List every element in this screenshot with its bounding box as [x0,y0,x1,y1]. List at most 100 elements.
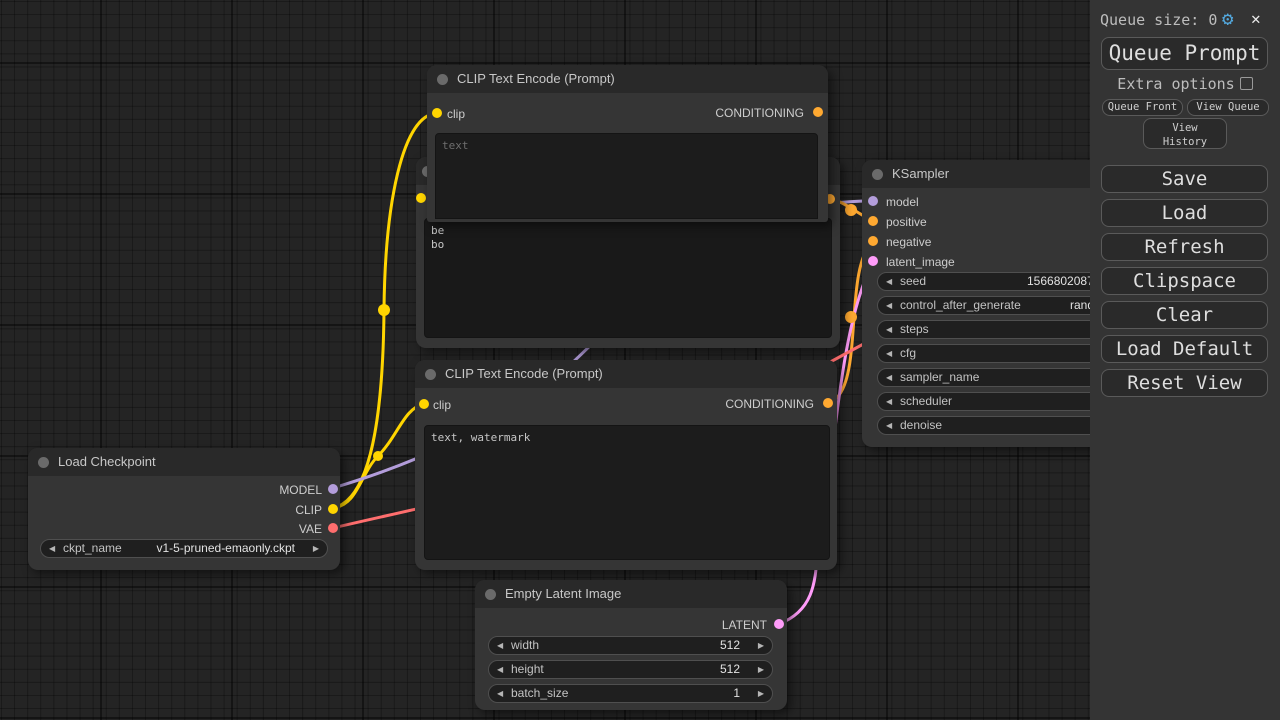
reset-view-button[interactable]: Reset View [1101,369,1268,397]
steps-widget[interactable]: ◀ steps ▶ [877,320,1147,339]
positive-input-label: positive [886,215,927,229]
model-output-port[interactable] [328,484,338,494]
queue-size-label: Queue size: 0 [1100,11,1218,29]
widget-value: 512 [719,662,740,676]
increment-icon[interactable]: ▶ [757,641,764,650]
decrement-icon[interactable]: ◀ [886,301,893,310]
decrement-icon[interactable]: ◀ [886,397,893,406]
widget-label: seed [900,274,927,288]
link-midpoint-dot[interactable] [845,311,857,323]
latent-image-input-label: latent_image [886,255,955,269]
clear-button[interactable]: Clear [1101,301,1268,329]
vae-output-label: VAE [298,522,322,536]
increment-icon[interactable]: ▶ [757,689,764,698]
node-title-bar[interactable]: CLIP Text Encode (Prompt) [427,65,828,93]
increment-icon[interactable]: ▶ [312,544,319,553]
vae-output-port[interactable] [328,523,338,533]
decrement-icon[interactable]: ◀ [49,544,56,553]
link-midpoint-dot[interactable] [378,304,390,316]
latent-output-port[interactable] [774,619,784,629]
node-collapse-dot[interactable] [38,457,49,468]
view-history-button[interactable]: View History [1143,118,1227,149]
negative-input-port[interactable] [868,236,878,246]
node-collapse-dot[interactable] [437,74,448,85]
control-after-generate-widget[interactable]: ◀ control_after_generate randomize ▶ [877,296,1147,315]
queue-front-button[interactable]: Queue Front [1102,99,1183,116]
settings-gear-icon[interactable]: ⚙ [1222,8,1234,30]
widget-value: v1-5-pruned-emaonly.ckpt [156,541,295,555]
node-clip-text-encode-positive[interactable]: CLIP Text Encode (Prompt) clip CONDITION… [427,65,828,222]
width-widget[interactable]: ◀ width 512 ▶ [488,636,773,655]
clip-input-label: clip [447,107,466,121]
model-input-port[interactable] [868,196,878,206]
decrement-icon[interactable]: ◀ [497,689,504,698]
node-load-checkpoint[interactable]: Load Checkpoint MODEL CLIP VAE ◀ ckpt_na… [28,448,340,570]
decrement-icon[interactable]: ◀ [886,373,893,382]
decrement-icon[interactable]: ◀ [886,277,893,286]
clip-output-label: CLIP [295,503,322,517]
clip-input-port[interactable] [432,108,442,118]
positive-input-port[interactable] [868,216,878,226]
widget-value: 1566802087 [1027,274,1094,288]
widget-label: control_after_generate [900,298,1021,312]
link-midpoint-dot[interactable] [373,451,383,461]
denoise-widget[interactable]: ◀ denoise ▶ [877,416,1147,435]
load-default-button[interactable]: Load Default [1101,335,1268,363]
prompt-text-line: bo [431,238,445,251]
close-icon[interactable]: ✕ [1251,9,1261,28]
model-output-label: MODEL [279,483,322,497]
node-collapse-dot[interactable] [425,369,436,380]
batch-size-widget[interactable]: ◀ batch_size 1 ▶ [488,684,773,703]
node-title-bar[interactable]: CLIP Text Encode (Prompt) [415,360,837,388]
widget-label: cfg [900,346,917,360]
widget-value: 1 [733,686,740,700]
node-title-bar[interactable]: Load Checkpoint [28,448,340,476]
clip-input-port[interactable] [416,193,426,203]
save-button[interactable]: Save [1101,165,1268,193]
node-title: Empty Latent Image [505,586,622,601]
node-collapse-dot[interactable] [485,589,496,600]
decrement-icon[interactable]: ◀ [497,641,504,650]
prompt-textarea[interactable]: text [435,133,818,219]
link-midpoint-dot[interactable] [845,204,857,216]
widget-label: sampler_name [900,370,980,384]
increment-icon[interactable]: ▶ [757,665,764,674]
queue-prompt-button[interactable]: Queue Prompt [1101,37,1268,70]
seed-widget[interactable]: ◀ seed 1566802087 ▶ [877,272,1147,291]
extra-options-label: Extra options [1117,75,1235,93]
prompt-textarea[interactable]: text, watermark [424,425,830,560]
clip-input-port[interactable] [419,399,429,409]
prompt-textarea[interactable]: be bo [424,218,832,338]
view-queue-button[interactable]: View Queue [1187,99,1269,116]
extra-options-checkbox[interactable] [1239,77,1253,90]
ckpt-name-widget[interactable]: ◀ ckpt_name v1-5-pruned-emaonly.ckpt ▶ [40,539,328,558]
node-title: KSampler [892,166,950,181]
decrement-icon[interactable]: ◀ [886,325,893,334]
scheduler-widget[interactable]: ◀ scheduler ▶ [877,392,1147,411]
conditioning-output-port[interactable] [823,398,833,408]
node-clip-text-encode-negative[interactable]: CLIP Text Encode (Prompt) clip CONDITION… [415,360,837,570]
height-widget[interactable]: ◀ height 512 ▶ [488,660,773,679]
node-collapse-dot[interactable] [872,169,883,180]
comfy-menu: Queue size: 0 ⚙ ✕ Queue Prompt Extra opt… [1090,0,1280,720]
conditioning-output-port[interactable] [813,107,823,117]
clipspace-button[interactable]: Clipspace [1101,267,1268,295]
latent-image-input-port[interactable] [868,256,878,266]
refresh-button[interactable]: Refresh [1101,233,1268,261]
latent-output-label: LATENT [721,618,767,632]
widget-label: ckpt_name [63,541,122,555]
conditioning-output-port[interactable] [825,194,835,204]
widget-label: width [511,638,540,652]
negative-input-label: negative [886,235,932,249]
sampler-name-widget[interactable]: ◀ sampler_name ▶ [877,368,1147,387]
model-input-label: model [886,195,919,209]
decrement-icon[interactable]: ◀ [886,421,893,430]
node-empty-latent-image[interactable]: Empty Latent Image LATENT ◀ width 512 ▶ … [475,580,787,710]
clip-output-port[interactable] [328,504,338,514]
widget-label: batch_size [511,686,569,700]
decrement-icon[interactable]: ◀ [497,665,504,674]
widget-label: height [511,662,544,676]
decrement-icon[interactable]: ◀ [886,349,893,358]
load-button[interactable]: Load [1101,199,1268,227]
node-title-bar[interactable]: Empty Latent Image [475,580,787,608]
